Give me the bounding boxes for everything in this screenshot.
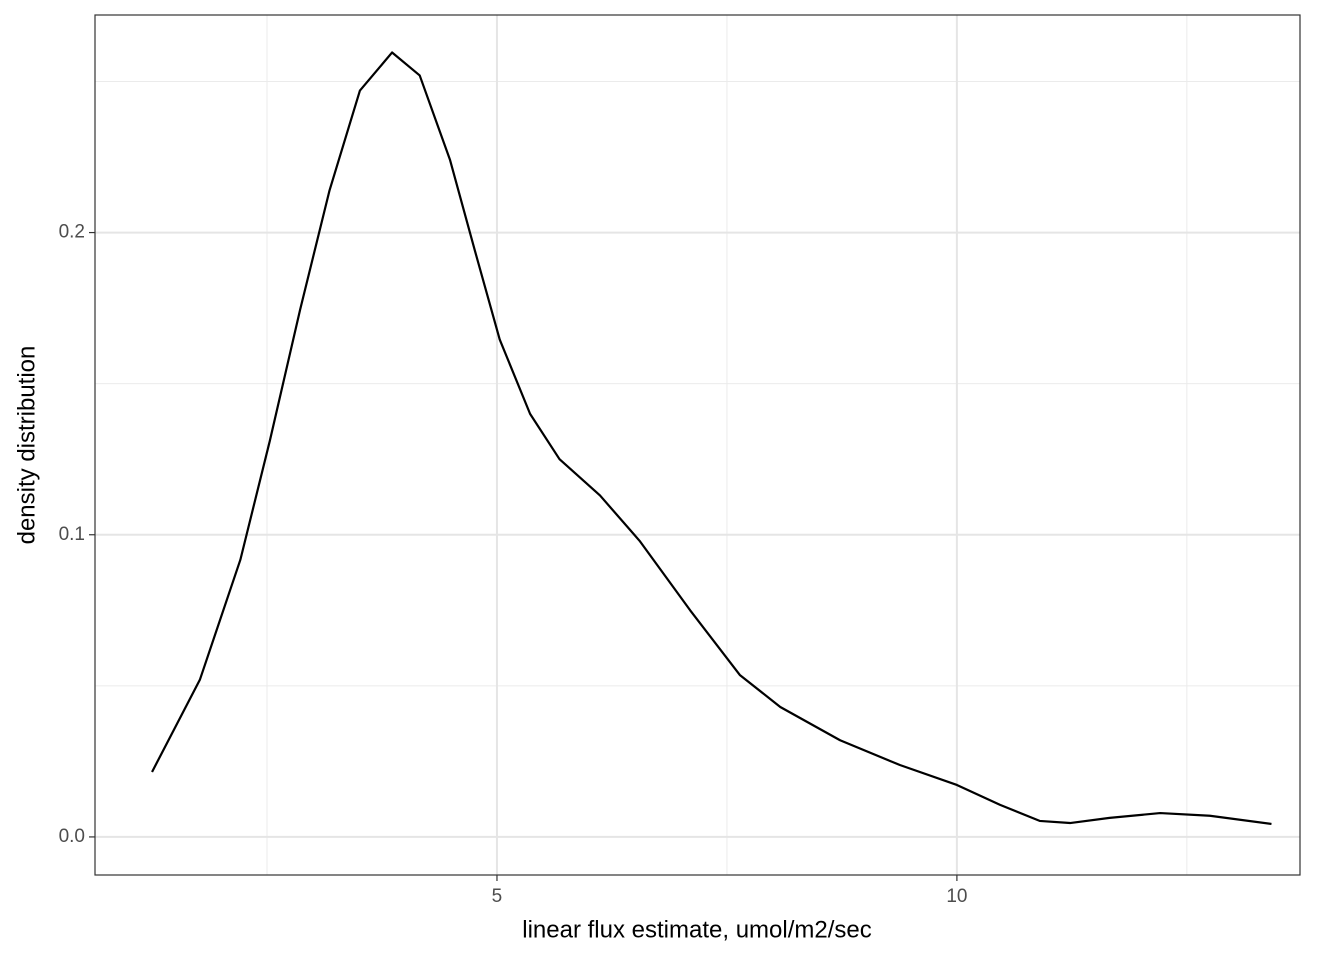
density-line: [151, 51, 1272, 826]
x-axis-title: linear flux estimate, umol/m2/sec: [522, 916, 871, 943]
x-tick-label: 10: [946, 886, 967, 907]
y-tick-label: 0.0: [59, 826, 85, 847]
y-tick-label: 0.2: [59, 222, 85, 243]
y-axis-title: density distribution: [13, 346, 40, 545]
panel-border: [94, 14, 1301, 876]
y-tick-label: 0.1: [59, 524, 85, 545]
x-tick-label: 5: [492, 886, 503, 907]
